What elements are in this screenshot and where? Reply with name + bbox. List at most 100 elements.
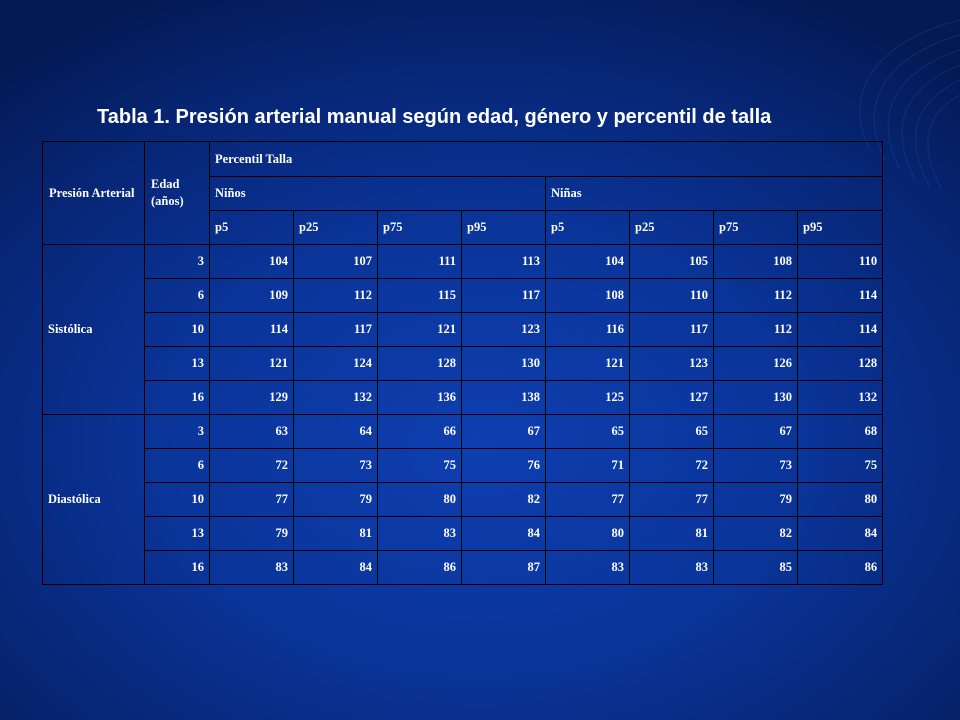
value-cell: 84 xyxy=(293,550,378,585)
value-cell: 113 xyxy=(461,244,546,279)
table-row: 16 83 84 86 87 83 83 85 86 xyxy=(43,550,884,585)
value-cell: 124 xyxy=(293,346,378,381)
value-cell: 76 xyxy=(461,448,546,483)
age-cell: 16 xyxy=(144,550,210,585)
value-cell: 79 xyxy=(713,482,798,517)
value-cell: 121 xyxy=(377,312,462,347)
value-cell: 112 xyxy=(293,278,378,313)
group-label: Sistólica xyxy=(42,244,145,415)
value-cell: 83 xyxy=(377,516,462,551)
value-cell: 116 xyxy=(545,312,630,347)
value-cell: 138 xyxy=(461,380,546,415)
value-cell: 68 xyxy=(796,414,884,449)
table-row: 6 72 73 75 76 71 72 73 75 xyxy=(43,448,884,483)
value-cell: 75 xyxy=(796,448,884,483)
value-cell: 83 xyxy=(629,550,714,585)
group-label: Diastólica xyxy=(42,414,145,585)
value-cell: 127 xyxy=(629,380,714,415)
age-cell: 3 xyxy=(144,414,210,449)
value-cell: 84 xyxy=(796,516,884,551)
value-cell: 112 xyxy=(713,312,798,347)
value-cell: 86 xyxy=(796,550,884,585)
table-row: 10 77 79 80 82 77 77 79 80 xyxy=(43,482,884,517)
table-row: 13 121 124 128 130 121 123 126 128 xyxy=(43,346,884,381)
value-cell: 79 xyxy=(209,516,294,551)
value-cell: 114 xyxy=(796,312,884,347)
value-cell: 115 xyxy=(377,278,462,313)
age-cell: 6 xyxy=(144,278,210,313)
header-percentile: p75 xyxy=(713,210,798,245)
value-cell: 121 xyxy=(545,346,630,381)
age-cell: 16 xyxy=(144,380,210,415)
value-cell: 129 xyxy=(209,380,294,415)
value-cell: 108 xyxy=(545,278,630,313)
value-cell: 80 xyxy=(377,482,462,517)
decorative-swirl xyxy=(859,19,960,190)
value-cell: 107 xyxy=(293,244,378,279)
header-percentile: p25 xyxy=(293,210,378,245)
header-percentile: p95 xyxy=(461,210,546,245)
value-cell: 63 xyxy=(209,414,294,449)
header-percentile: p95 xyxy=(796,210,884,245)
value-cell: 86 xyxy=(377,550,462,585)
slide-title: Tabla 1. Presión arterial manual según e… xyxy=(97,106,772,128)
value-cell: 72 xyxy=(209,448,294,483)
value-cell: 77 xyxy=(209,482,294,517)
value-cell: 110 xyxy=(629,278,714,313)
value-cell: 105 xyxy=(629,244,714,279)
value-cell: 84 xyxy=(461,516,546,551)
table-row: 10 114 117 121 123 116 117 112 114 xyxy=(43,312,884,347)
table-row: 13 79 81 83 84 80 81 82 84 xyxy=(43,516,884,551)
value-cell: 67 xyxy=(713,414,798,449)
value-cell: 123 xyxy=(461,312,546,347)
value-cell: 87 xyxy=(461,550,546,585)
header-percentile: p25 xyxy=(629,210,714,245)
value-cell: 79 xyxy=(293,482,378,517)
value-cell: 111 xyxy=(377,244,462,279)
table-row: Sistólica 3 104 107 111 113 104 105 108 110 xyxy=(42,244,884,415)
value-cell: 121 xyxy=(209,346,294,381)
value-cell: 82 xyxy=(461,482,546,517)
value-cell: 130 xyxy=(461,346,546,381)
age-cell: 13 xyxy=(144,346,210,381)
header-percentile: p5 xyxy=(545,210,630,245)
header-ninos: Niños xyxy=(209,176,546,211)
value-cell: 82 xyxy=(713,516,798,551)
header-edad: Edad (años) xyxy=(144,141,210,245)
value-cell: 128 xyxy=(377,346,462,381)
value-cell: 81 xyxy=(293,516,378,551)
value-cell: 80 xyxy=(796,482,884,517)
value-cell: 85 xyxy=(713,550,798,585)
value-cell: 104 xyxy=(209,244,294,279)
value-cell: 80 xyxy=(545,516,630,551)
value-cell: 130 xyxy=(713,380,798,415)
age-cell: 3 xyxy=(144,244,210,279)
value-cell: 66 xyxy=(377,414,462,449)
table-row: 16 129 132 136 138 125 127 130 132 xyxy=(43,380,884,415)
value-cell: 65 xyxy=(629,414,714,449)
header-percentile: p75 xyxy=(377,210,462,245)
header-percentile: p5 xyxy=(209,210,294,245)
value-cell: 65 xyxy=(545,414,630,449)
value-cell: 117 xyxy=(293,312,378,347)
age-cell: 6 xyxy=(144,448,210,483)
header-percentil-talla: Percentil Talla xyxy=(208,141,884,177)
value-cell: 81 xyxy=(629,516,714,551)
value-cell: 72 xyxy=(629,448,714,483)
value-cell: 77 xyxy=(629,482,714,517)
value-cell: 83 xyxy=(545,550,630,585)
value-cell: 83 xyxy=(209,550,294,585)
value-cell: 110 xyxy=(796,244,884,279)
value-cell: 64 xyxy=(293,414,378,449)
header-ninas: Niñas xyxy=(544,176,884,211)
value-cell: 132 xyxy=(796,380,884,415)
header-presion-arterial: Presión Arterial xyxy=(42,141,145,245)
value-cell: 123 xyxy=(629,346,714,381)
blood-pressure-table: Presión Arterial Edad (años) Percentil T… xyxy=(42,141,884,585)
value-cell: 71 xyxy=(545,448,630,483)
value-cell: 117 xyxy=(461,278,546,313)
value-cell: 73 xyxy=(713,448,798,483)
value-cell: 104 xyxy=(545,244,630,279)
value-cell: 109 xyxy=(209,278,294,313)
value-cell: 112 xyxy=(713,278,798,313)
